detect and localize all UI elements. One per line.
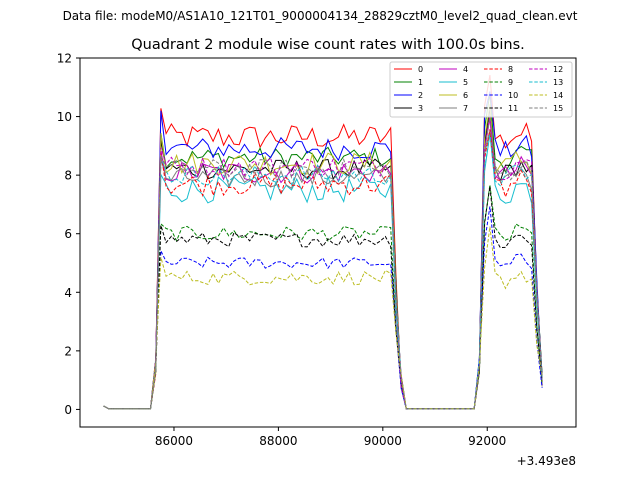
series-line-0 [103, 75, 543, 410]
series-line-9 [103, 184, 543, 410]
legend-label-3: 3 [418, 104, 423, 113]
series-line-8 [103, 129, 543, 410]
x-tick-label: 86000 [155, 434, 193, 448]
y-tick-label: 12 [57, 52, 72, 66]
legend-label-2: 2 [418, 91, 423, 100]
legend-label-6: 6 [463, 91, 468, 100]
legend-label-12: 12 [553, 65, 563, 74]
y-tick-label: 0 [64, 403, 72, 417]
y-tick-label: 8 [64, 169, 72, 183]
legend-label-5: 5 [463, 78, 468, 87]
series-line-14 [103, 226, 543, 410]
legend-label-0: 0 [418, 65, 423, 74]
y-tick-label: 10 [57, 110, 72, 124]
x-tick-label: 90000 [364, 434, 402, 448]
suptitle: Data file: modeM0/AS1A10_121T01_90000041… [63, 9, 578, 23]
series-line-11 [103, 186, 543, 410]
legend-label-8: 8 [508, 65, 513, 74]
plot-frame [79, 57, 577, 428]
y-tick-label: 4 [64, 286, 72, 300]
series-line-13 [103, 134, 543, 410]
legend-label-1: 1 [418, 78, 423, 87]
legend-label-7: 7 [463, 104, 468, 113]
series-line-1 [103, 93, 543, 410]
y-tick-label: 2 [64, 344, 72, 358]
series-line-10 [103, 206, 543, 410]
legend-box [389, 61, 573, 118]
legend-label-10: 10 [508, 91, 518, 100]
legend-label-11: 11 [508, 104, 518, 113]
series-lines [103, 75, 543, 410]
y-tick-label: 6 [64, 227, 72, 241]
series-line-2 [103, 91, 543, 410]
legend-label-4: 4 [463, 65, 468, 74]
legend-label-15: 15 [553, 104, 563, 113]
x-tick-label: 88000 [259, 434, 297, 448]
series-line-5 [103, 133, 543, 410]
series-line-15 [103, 115, 543, 410]
legend-label-14: 14 [553, 91, 563, 100]
x-offset-label: +3.493e8 [517, 454, 576, 468]
x-tick-label: 92000 [468, 434, 506, 448]
series-line-12 [103, 115, 543, 410]
chart-title: Quadrant 2 module wise count rates with … [131, 37, 525, 53]
legend-label-9: 9 [508, 78, 513, 87]
legend-label-13: 13 [553, 78, 563, 87]
